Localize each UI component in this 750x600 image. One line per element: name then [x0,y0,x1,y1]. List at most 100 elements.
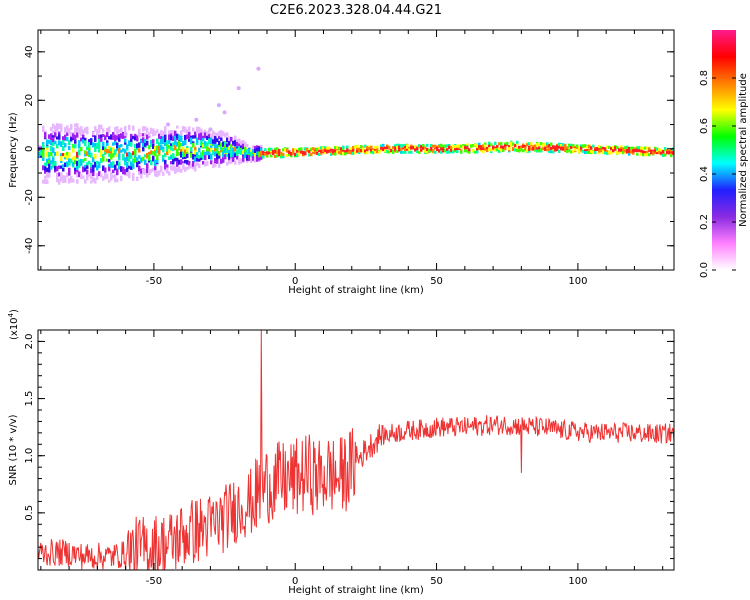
spectrogram-cell [238,145,241,150]
spectrogram-cell [182,146,185,151]
spectrogram-cell [70,158,73,164]
colorbar-tick-label: 0.6 [699,118,710,134]
spectrogram-cell [312,149,315,153]
spectrogram-cell [150,142,153,147]
spectrogram-cell [98,134,101,139]
spectrogram-cell [108,153,111,157]
spectrogram-cell [336,150,339,154]
spectrogram-cell [406,147,409,151]
spectrogram-cell [132,158,135,164]
spectrogram-cell [240,141,243,146]
spectrogram-cell [302,153,305,157]
spectrogram-cell [252,155,255,161]
spectrogram-cell [218,131,221,136]
spectrogram-cell [488,144,491,148]
spectrogram-cell [230,137,233,142]
spectrogram-cell [590,149,593,153]
spectrogram-cell [66,137,69,142]
spectrogram-cell [76,160,79,166]
spectrogram-cell [42,179,45,184]
spectrogram-cell [146,163,149,169]
spectrogram-cell [230,147,233,154]
spectrogram-cell [102,133,105,137]
spectrogram-cell [172,153,175,160]
spectrogram-cell [142,137,145,143]
spectrogram-cell [68,162,71,166]
spectrogram-cell [318,153,321,157]
spectrogram-cell [168,156,171,160]
spectrogram-cell [172,158,175,165]
spectrogram-cell [144,159,147,166]
spectrogram-cell [96,145,99,149]
spectrogram-cell [178,144,181,151]
spectrogram-cell [342,149,345,153]
spectrogram-cell [140,132,143,137]
spectrogram-cell [94,146,97,153]
spectrogram-cell [262,155,265,159]
spectrogram-cell [546,142,549,146]
spectrogram-cell [200,135,203,141]
snr-x-label: Height of straight line (km) [288,585,424,596]
spectrogram-cell [626,148,629,152]
spectrogram-cell [658,150,661,154]
spectrogram-cell [136,135,139,142]
spectrogram-cell [148,132,151,137]
spectrogram-cell [80,131,83,137]
spectrogram-cell [334,152,337,156]
spectrogram-cell [338,146,341,150]
spectrogram-cell [44,165,47,171]
spectrogram-cell [468,148,471,152]
spectrogram-cell [194,148,197,155]
spectrogram-cell [162,155,165,162]
spectrogram-cell [118,129,121,134]
spectrogram-cell [150,168,153,173]
spectrogram-cell [370,148,373,152]
spectrogram-cell [150,150,153,155]
spectrogram-cell [70,131,73,137]
spectrogram-cell [392,150,395,154]
spectrogram-cell [124,162,127,166]
spectrogram-cell [424,149,427,153]
spectrogram-cell [548,149,551,153]
spectrogram-cell [580,144,583,148]
spectrogram-cell [206,149,209,153]
spectrogram-cell [44,162,47,167]
spectrogram-cell [86,128,89,132]
spectrogram-cell [240,149,243,155]
spectrogram-cell [182,140,185,147]
spectrogram-cell [334,146,337,150]
spectrogram-cell [222,159,225,163]
spectrogram-cell [112,151,115,158]
spectrogram-cell [180,161,183,165]
spectrogram-cell [60,127,63,132]
spectrogram-cell [384,149,387,153]
spectrogram-cell [156,138,159,144]
spectrogram-cell [60,172,63,179]
spectrogram-cell [58,134,61,140]
spectrogram-cell [486,146,489,150]
spectrogram-cell [320,146,323,150]
colorbar-gradient [712,30,736,270]
spectrogram-y-tick-label: -40 [24,238,35,254]
spectrogram-cell [56,136,59,140]
spectrogram-cell [612,148,615,152]
spectrogram-cell [68,145,71,151]
spectrogram-cell [580,146,583,150]
spectrogram-cell [598,145,601,149]
snr-y-tick-label: 2.0 [24,333,35,349]
spectrogram-cell [286,153,289,157]
spectrogram-cell [570,145,573,149]
spectrogram-cell [380,144,383,148]
spectrogram-cell [400,150,403,154]
spectrogram-cell [188,138,191,142]
spectrogram-cell [420,145,423,149]
spectrogram-cell [136,176,139,181]
spectrogram-cell [112,142,115,146]
spectrogram-cell [610,151,613,155]
spectrogram-cell [94,164,97,168]
spectrogram-cell [148,159,151,163]
spectrogram-cell [214,151,217,157]
spectrogram-cell [432,149,435,153]
spectrogram-cell [186,147,189,153]
spectrogram-cell [482,150,485,154]
